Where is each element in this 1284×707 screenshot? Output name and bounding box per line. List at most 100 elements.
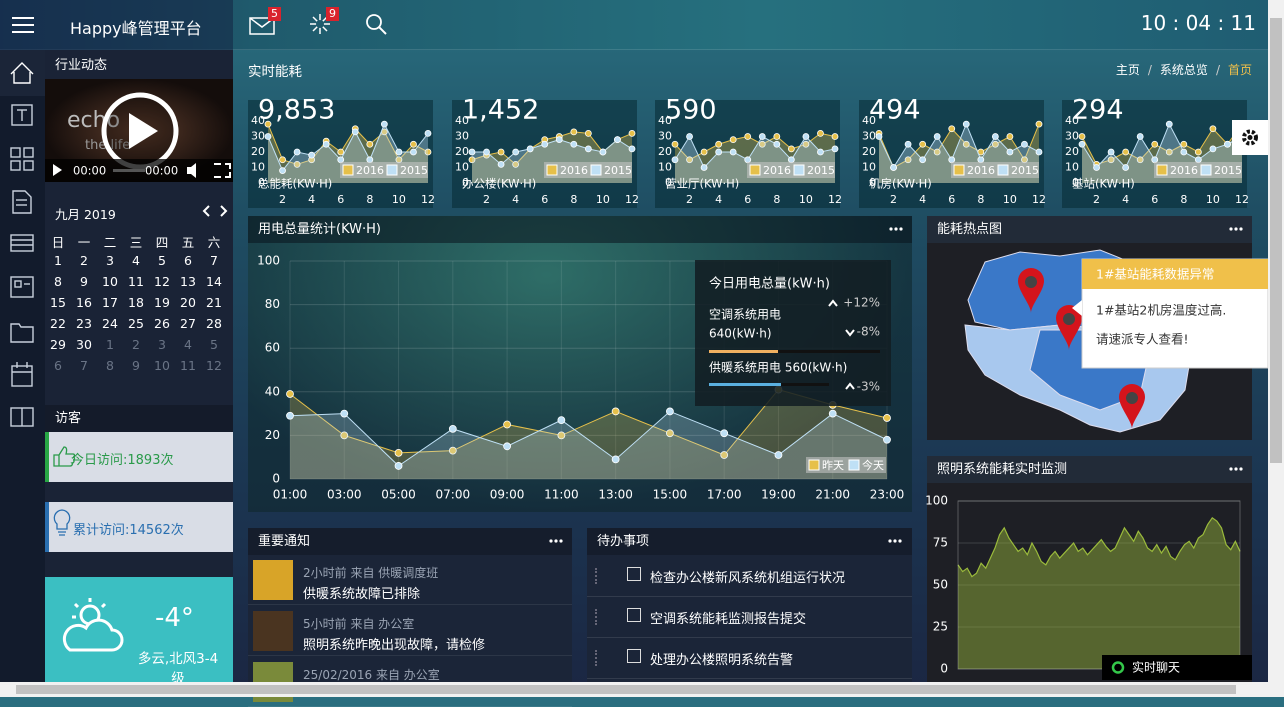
polygon bbox=[187, 163, 196, 178]
rect bbox=[0, 50, 45, 96]
chat-button[interactable]: 实时聊天 bbox=[1102, 655, 1252, 680]
video-player[interactable]: echo the life 00:00 00:00 bbox=[45, 79, 233, 182]
calendar-day[interactable]: 30 bbox=[76, 337, 92, 352]
scrollbar-vertical[interactable] bbox=[1268, 0, 1284, 697]
path bbox=[53, 509, 71, 536]
calendar-day-next[interactable]: 6 bbox=[54, 358, 62, 373]
calendar-day-next[interactable]: 5 bbox=[210, 337, 218, 352]
calendar-day[interactable]: 2 bbox=[80, 253, 88, 268]
calendar-day-next[interactable]: 12 bbox=[206, 358, 222, 373]
calendar-day[interactable]: 28 bbox=[206, 316, 222, 331]
rect bbox=[249, 17, 275, 35]
news-header: 行业动态 bbox=[45, 52, 233, 79]
calendar-day[interactable]: 12 bbox=[154, 274, 170, 289]
notice-title: 照明系统昨晚出现故障，请检修 bbox=[303, 638, 486, 653]
calendar-day[interactable]: 26 bbox=[154, 316, 170, 331]
stat-card bbox=[248, 100, 433, 208]
alert-icon[interactable] bbox=[308, 12, 332, 36]
calendar-day-next[interactable]: 2 bbox=[132, 337, 140, 352]
scrollbar-horizontal[interactable] bbox=[0, 682, 1268, 697]
settings-button[interactable] bbox=[1232, 120, 1268, 155]
calendar-day[interactable]: 13 bbox=[180, 274, 196, 289]
polyline bbox=[10, 62, 34, 75]
map-panel bbox=[927, 216, 1252, 440]
todo-text: 处理办公楼照明系统告警 bbox=[650, 653, 794, 668]
calendar-day-next[interactable]: 11 bbox=[180, 358, 196, 373]
calendar-day[interactable]: 25 bbox=[128, 316, 144, 331]
path bbox=[53, 446, 76, 467]
rect bbox=[1102, 655, 1252, 680]
scroll-thumb[interactable] bbox=[16, 685, 1236, 694]
calendar-day[interactable]: 9 bbox=[80, 274, 88, 289]
calendar-day[interactable]: 1 bbox=[54, 253, 62, 268]
checkbox[interactable] bbox=[627, 567, 641, 581]
polyline bbox=[225, 163, 231, 169]
circle bbox=[1111, 661, 1125, 674]
checkbox[interactable] bbox=[627, 649, 641, 663]
calendar-day[interactable]: 4 bbox=[132, 253, 140, 268]
calendar-day[interactable]: 16 bbox=[76, 295, 92, 310]
calendar-day[interactable]: 8 bbox=[54, 274, 62, 289]
scroll-thumb[interactable] bbox=[1270, 18, 1282, 463]
calendar-day[interactable]: 17 bbox=[102, 295, 118, 310]
calendar-day-next[interactable]: 7 bbox=[80, 358, 88, 373]
weekday: 二 bbox=[103, 235, 117, 250]
line bbox=[378, 26, 387, 35]
notice-item[interactable]: 2小时前 来自 供暖调度班 供暖系统故障已排除 bbox=[248, 556, 572, 605]
calendar-day[interactable]: 10 bbox=[102, 274, 118, 289]
calendar-day-next[interactable]: 4 bbox=[184, 337, 192, 352]
calendar-day-next[interactable]: 1 bbox=[106, 337, 114, 352]
temperature: -4° bbox=[155, 603, 194, 633]
calendar-day[interactable]: 6 bbox=[184, 253, 192, 268]
calendar-nav[interactable] bbox=[202, 204, 228, 218]
breadcrumb-item[interactable]: 首页 bbox=[1227, 63, 1252, 77]
weekday: 六 bbox=[207, 235, 221, 250]
g bbox=[10, 62, 34, 427]
notice-item[interactable]: 5小时前 来自 办公室 照明系统昨晚出现故障，请检修 bbox=[248, 607, 572, 656]
breadcrumb-item[interactable]: 主页 bbox=[1115, 63, 1140, 77]
line bbox=[73, 602, 80, 609]
visit-total: 累计访问:14562次 bbox=[73, 523, 184, 538]
calendar-day[interactable]: 22 bbox=[50, 316, 66, 331]
nav-icons bbox=[0, 50, 45, 427]
calendar-day-next[interactable]: 3 bbox=[158, 337, 166, 352]
calendar-day[interactable]: 21 bbox=[206, 295, 222, 310]
rect bbox=[12, 31, 34, 33]
calendar-day[interactable]: 7 bbox=[210, 253, 218, 268]
rect bbox=[113, 169, 145, 172]
calendar-day[interactable]: 14 bbox=[206, 274, 222, 289]
calendar-day[interactable]: 23 bbox=[76, 316, 92, 331]
checkbox[interactable] bbox=[627, 608, 641, 622]
breadcrumb-item[interactable]: 系统总览 bbox=[1159, 63, 1208, 77]
calendar-day[interactable]: 15 bbox=[50, 295, 66, 310]
weekday: 日 bbox=[51, 235, 65, 250]
stat-card bbox=[655, 100, 840, 208]
visitor-header: 访客 bbox=[45, 405, 233, 432]
search-icon[interactable] bbox=[364, 12, 388, 36]
calendar-day[interactable]: 29 bbox=[50, 337, 66, 352]
mail-icon[interactable] bbox=[249, 14, 277, 36]
weekday: 四 bbox=[155, 235, 169, 250]
calendar-day[interactable]: 5 bbox=[158, 253, 166, 268]
calendar-day[interactable]: 20 bbox=[180, 295, 196, 310]
calendar-day-next[interactable]: 10 bbox=[154, 358, 170, 373]
calendar-day[interactable]: 24 bbox=[102, 316, 118, 331]
calendar-day[interactable]: 27 bbox=[180, 316, 196, 331]
panel-header: 重要通知 bbox=[248, 528, 572, 555]
rect bbox=[10, 160, 21, 171]
calendar-day-next[interactable]: 9 bbox=[132, 358, 140, 373]
calendar-day[interactable]: 18 bbox=[128, 295, 144, 310]
calendar-day[interactable]: 19 bbox=[154, 295, 170, 310]
weekday: 五 bbox=[181, 235, 195, 250]
stat-card bbox=[859, 100, 1044, 208]
menu-button[interactable] bbox=[12, 16, 34, 34]
todo-text: 空调系统能耗监测报告提交 bbox=[650, 612, 807, 627]
polyline bbox=[13, 72, 31, 84]
visit-today: 今日访问:1893次 bbox=[71, 453, 174, 468]
calendar-day-next[interactable]: 8 bbox=[106, 358, 114, 373]
rect bbox=[10, 276, 34, 298]
weekday: 三 bbox=[129, 235, 143, 250]
calendar-day[interactable]: 11 bbox=[128, 274, 144, 289]
calendar-day[interactable]: 3 bbox=[106, 253, 114, 268]
